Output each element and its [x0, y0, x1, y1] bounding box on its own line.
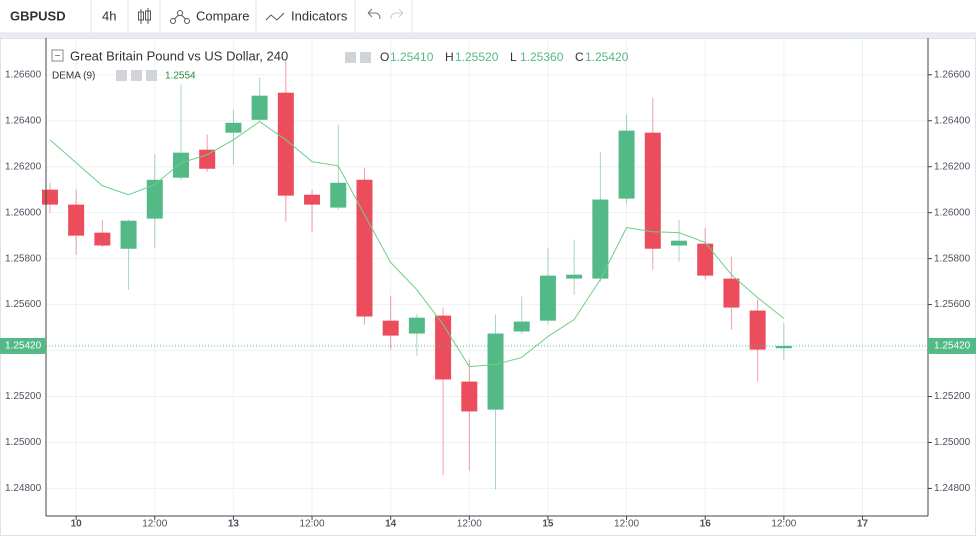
undo-icon[interactable] [367, 8, 381, 20]
candle-body [749, 310, 766, 350]
x-tick-label: 14 [385, 519, 397, 530]
y-tick-label: 1.24800 [5, 483, 42, 494]
last-price-label: 1.25420 [5, 341, 42, 352]
y-tick-label: 1.26000 [5, 207, 42, 218]
ohlc-value: 1.25520 [455, 50, 499, 64]
legend-button [345, 52, 356, 63]
candle-body [461, 381, 478, 412]
labels: 1.24800 1.24800 1.25000 1.25000 1.25200 1.252… [0, 69, 976, 530]
candle-body [304, 194, 321, 205]
x-tick-label: 12:00 [142, 519, 167, 530]
legend-button [360, 52, 371, 63]
compare-icon[interactable] [170, 10, 190, 24]
candle-body [277, 92, 294, 196]
candle-body [618, 130, 635, 199]
candle-body [487, 333, 504, 410]
indicators-icon[interactable] [265, 12, 285, 21]
plot [41, 59, 928, 490]
ohlc-legend: O 1.25410 H 1.25520 L 1.25360 C 1.25420 [345, 50, 629, 64]
redo-icon[interactable] [390, 8, 404, 20]
x-tick-label: 12:00 [614, 519, 639, 530]
ohlc-value: 1.25410 [390, 50, 434, 64]
y-tick-label: 1.25200 [5, 391, 42, 402]
ohlc-key: C [575, 50, 584, 64]
indicator-name: DEMA (9) [52, 71, 95, 82]
y-tick-label-right: 1.26600 [934, 69, 971, 80]
ohlc-key: H [445, 50, 454, 64]
chart-title: Great Britain Pound vs US Dollar, 240 [70, 48, 288, 63]
indicator-buttons[interactable] [116, 70, 157, 81]
y-tick-label-right: 1.24800 [934, 483, 971, 494]
candle-body [775, 345, 792, 349]
collapse-icon[interactable] [51, 49, 64, 62]
y-tick-label: 1.25000 [5, 437, 42, 448]
y-tick-label: 1.25800 [5, 253, 42, 264]
y-tick-label-right: 1.25200 [934, 391, 971, 402]
x-tick-label: 15 [542, 519, 554, 530]
candle-body [68, 204, 85, 236]
candle-body [199, 149, 216, 169]
ohlc-key: L [510, 50, 517, 64]
y-tick-label-right: 1.25000 [934, 437, 971, 448]
ohlc-key: O [380, 50, 389, 64]
candle-body [120, 220, 137, 249]
y-tick-label-right: 1.25800 [934, 253, 971, 264]
last-price-label-right: 1.25420 [934, 341, 971, 352]
indicator-line [49, 121, 785, 368]
y-tick-label-right: 1.26000 [934, 207, 971, 218]
candle-body [566, 274, 583, 279]
y-tick-label: 1.25600 [5, 299, 42, 310]
candle-body [225, 122, 242, 133]
candle-body [94, 232, 111, 246]
ohlc-value: 1.25420 [585, 50, 629, 64]
last-price-box-right [928, 337, 976, 354]
interval[interactable]: 4h [102, 8, 116, 23]
symbol[interactable]: GBPUSD [10, 8, 66, 23]
y-tick-label: 1.26400 [5, 115, 42, 126]
candle-body [408, 317, 425, 334]
candle-body [539, 275, 556, 321]
y-tick-label-right: 1.26400 [934, 115, 971, 126]
indicators-button[interactable]: Indicators [291, 8, 348, 23]
candle-body [382, 320, 399, 336]
candle-body [172, 152, 189, 178]
candle-body [330, 182, 347, 208]
candle-body [723, 278, 740, 308]
candle-body [644, 132, 661, 249]
candle-body [697, 243, 714, 276]
compare-button[interactable]: Compare [196, 8, 249, 23]
indicator-value: 1.2554 [165, 71, 196, 82]
y-tick-label-right: 1.26200 [934, 161, 971, 172]
candle-body [146, 179, 163, 219]
candle-body [670, 240, 687, 246]
x-tick-label: 17 [857, 519, 869, 530]
x-tick-label: 10 [71, 519, 83, 530]
candle-body [513, 321, 530, 332]
x-tick-label: 16 [700, 519, 712, 530]
candle-body [41, 189, 58, 205]
candle-body [356, 179, 373, 317]
x-tick-label: 12:00 [300, 519, 325, 530]
grid [46, 38, 932, 520]
ohlc-value: 1.25360 [520, 50, 564, 64]
candle-body [251, 95, 268, 120]
chart-style-icon[interactable] [138, 8, 151, 24]
y-tick-label: 1.26200 [5, 161, 42, 172]
y-tick-label: 1.26600 [5, 69, 42, 80]
toolbar-gap [0, 33, 976, 38]
candle-body [592, 199, 609, 279]
x-tick-label: 13 [228, 519, 240, 530]
y-tick-label-right: 1.25600 [934, 299, 971, 310]
x-tick-label: 12:00 [457, 519, 482, 530]
x-tick-label: 12:00 [771, 519, 796, 530]
last-price-box [0, 337, 46, 354]
